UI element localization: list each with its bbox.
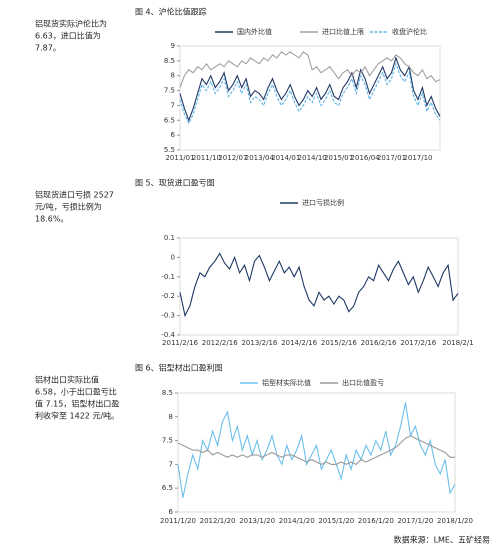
- y-tick-label: -0.2: [161, 292, 175, 300]
- series-line: [179, 51, 441, 88]
- sidebar-text: 18.6%。: [35, 215, 68, 224]
- y-tick-label: 7.5: [162, 437, 173, 445]
- series-line: [177, 402, 456, 498]
- x-tick-label: 2014/2/16: [281, 339, 317, 347]
- x-tick-label: 2013/2/16: [241, 339, 277, 347]
- legend-label: 国内外比值: [237, 27, 272, 36]
- sidebar-text: 值 7.15，铝型材出口盈: [35, 399, 119, 409]
- y-tick-label: 8.5: [162, 389, 173, 397]
- plot-frame: [179, 45, 441, 151]
- x-tick-label: 2012/2/16: [202, 339, 238, 347]
- x-tick-label: 2011/01: [165, 154, 194, 162]
- sidebar-text: 元/吨，亏损比例为: [35, 202, 102, 212]
- y-tick-label: 8: [171, 72, 175, 80]
- sidebar-text: 6.63，进口比值为: [35, 31, 101, 41]
- y-tick-label: 6.5: [162, 484, 173, 492]
- x-tick-label: 2013/1/20: [239, 517, 275, 525]
- y-tick-label: 8.5: [164, 57, 175, 65]
- legend-label: 进口亏损比例: [302, 198, 344, 207]
- y-tick-label: 0.1: [164, 234, 175, 242]
- x-tick-label: 2016/1/20: [358, 517, 394, 525]
- x-tick-label: 2018/1/20: [437, 517, 473, 525]
- legend-label: 铝型材实际比值: [262, 378, 311, 387]
- x-tick-label: 2017/10: [403, 154, 432, 162]
- y-tick-label: 7: [169, 460, 173, 468]
- y-tick-label: 6: [171, 131, 176, 139]
- x-tick-label: 2017/2/16: [400, 339, 436, 347]
- x-tick-label: 2017/1/20: [397, 517, 433, 525]
- sidebar-text: 铝现货实际沪伦比为: [35, 19, 107, 29]
- x-tick-label: 2014/1/20: [279, 517, 315, 525]
- sidebar-text: 利收窄至 1422 元/吨。: [35, 411, 119, 421]
- x-tick-label: 2015/07: [324, 154, 353, 162]
- x-tick-label: 2011/10: [192, 154, 221, 162]
- x-tick-label: 2015/1/20: [318, 517, 354, 525]
- y-tick-label: 0: [171, 253, 175, 261]
- x-tick-label: 2013/04: [245, 154, 275, 162]
- x-tick-label: 2017/01: [377, 154, 406, 162]
- y-tick-label: 7.5: [164, 87, 175, 95]
- x-tick-label: 2018/2/1: [442, 339, 473, 347]
- plot-frame: [179, 237, 459, 336]
- y-tick-label: 5.5: [164, 146, 175, 154]
- y-tick-label: 6.5: [164, 116, 175, 124]
- x-tick-label: 2011/2/16: [162, 339, 198, 347]
- x-tick-label: 2014/10: [298, 154, 327, 162]
- plot-frame: [177, 392, 456, 513]
- x-tick-label: 2015/2/16: [321, 339, 357, 347]
- chart-title: 图 4、沪伦比值跟踪: [135, 7, 207, 17]
- y-tick-label: 6: [169, 508, 174, 516]
- series-line: [179, 62, 441, 125]
- x-tick-label: 2016/2/16: [361, 339, 397, 347]
- y-tick-label: 9: [171, 42, 175, 50]
- sidebar-text: 铝现货进口亏损 2527: [35, 190, 114, 200]
- series-line: [179, 252, 459, 318]
- legend-label: 出口比值盈亏: [342, 378, 384, 387]
- y-tick-label: 8: [169, 413, 173, 421]
- y-tick-label: -0.4: [161, 331, 175, 339]
- sidebar-text: 7.87。: [35, 44, 61, 53]
- y-tick-label: -0.3: [161, 312, 175, 320]
- chart-title: 图 6、铝型材出口盈利图: [135, 363, 223, 373]
- x-tick-label: 2012/07: [218, 154, 247, 162]
- sidebar-text: 6.58，小于出口盈亏比: [35, 387, 117, 397]
- x-tick-label: 2016/04: [351, 154, 381, 162]
- series-line: [177, 435, 455, 466]
- chart-title: 图 5、现货进口盈亏图: [135, 178, 215, 188]
- source-note: 数据来源：LME、五矿经易: [394, 535, 490, 545]
- x-tick-label: 2011/1/20: [160, 517, 196, 525]
- y-tick-label: -0.1: [161, 273, 175, 281]
- x-tick-label: 2014/01: [271, 154, 300, 162]
- legend-label: 进口比值上限: [322, 27, 364, 36]
- sidebar-text: 铝材出口实际比值: [35, 375, 99, 385]
- y-tick-label: 7: [171, 101, 175, 109]
- legend-label: 收盘沪伦比: [392, 27, 427, 36]
- series-line: [179, 56, 441, 122]
- x-tick-label: 2012/1/20: [200, 517, 236, 525]
